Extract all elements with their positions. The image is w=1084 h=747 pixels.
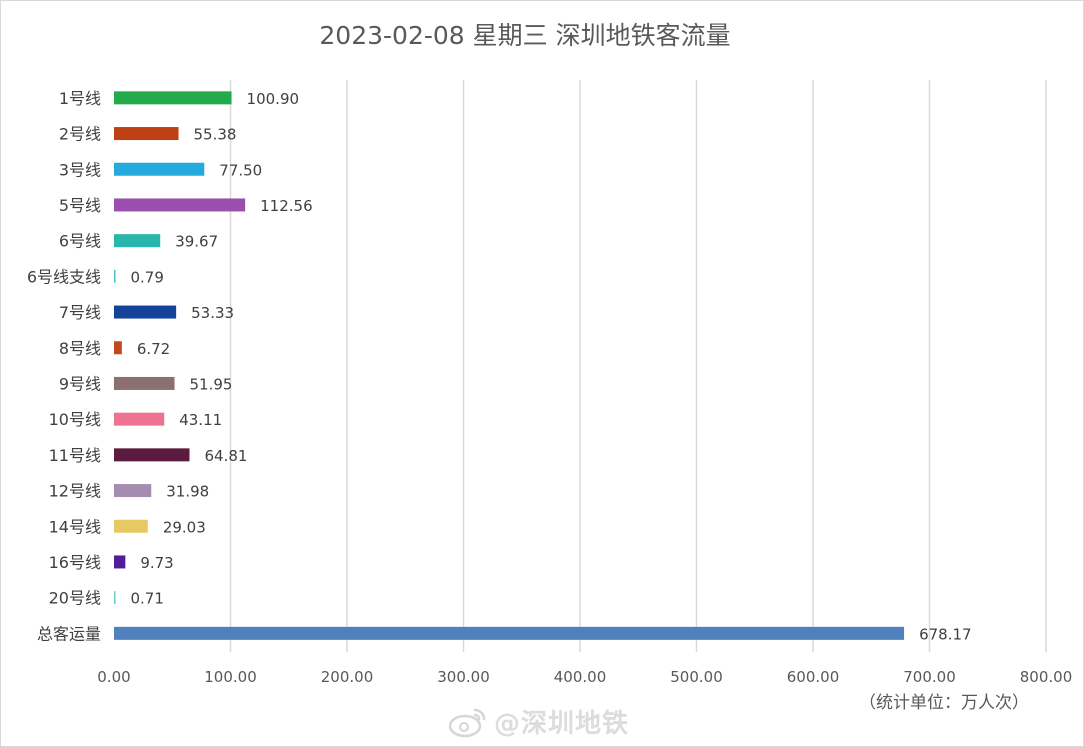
category-label: 14号线 [49,517,101,536]
value-label: 100.90 [247,90,300,108]
bar [114,305,177,319]
chart-title: 2023-02-08 星期三 深圳地铁客流量 [319,21,730,50]
bar [114,555,126,569]
value-labels: 100.90 55.38 77.50 112.56 39.67 0.79 53.33 6.72… [131,90,972,643]
value-label: 51.95 [190,375,233,393]
x-tick-labels: 0.00 100.00 200.00 300.00 400.00 500.00 600.00… [97,668,1072,686]
category-label: 8号线 [59,339,101,358]
category-label: 10号线 [49,410,101,429]
value-label: 53.33 [191,304,234,322]
category-label: 6号线 [59,232,101,251]
value-label: 31.98 [166,483,209,501]
weibo-logo-icon [448,708,486,737]
bar [114,448,190,462]
category-label: 20号线 [49,589,101,608]
bar [114,591,116,605]
x-tick-label: 300.00 [437,668,490,686]
value-label: 29.03 [163,518,206,536]
category-labels: 1号线 2号线 3号线 5号线 6号线 6号线支线 7号线 8号线 9号线 10号线 11号线 12号… [27,89,101,643]
bar [114,519,148,533]
bar [114,341,122,355]
x-tick-label: 100.00 [204,668,257,686]
category-label: 7号线 [59,303,101,322]
x-tick-label: 400.00 [554,668,607,686]
value-label: 39.67 [175,233,218,251]
category-label: 1号线 [59,89,101,108]
category-label: 3号线 [59,160,101,179]
bar [114,127,179,141]
value-label: 6.72 [137,340,170,358]
value-label: 64.81 [205,447,248,465]
bar [114,412,165,426]
x-tick-label: 600.00 [787,668,840,686]
bar [114,234,161,248]
category-label: 12号线 [49,482,101,501]
value-label: 55.38 [194,126,237,144]
category-label: 6号线支线 [27,267,101,286]
value-label: 77.50 [219,161,262,179]
value-label: 43.11 [179,411,222,429]
x-tick-label: 0.00 [97,668,130,686]
x-tick-label: 500.00 [670,668,723,686]
x-tick-label: 200.00 [321,668,374,686]
value-label: 112.56 [260,197,313,215]
bar [114,484,152,498]
watermark-text: @深圳地铁 [494,709,630,739]
value-label: 678.17 [919,625,972,643]
value-label: 9.73 [140,554,173,572]
category-label: 11号线 [49,446,101,465]
value-label: 0.79 [131,268,164,286]
category-label: 总客运量 [37,624,101,643]
category-label: 9号线 [59,374,101,393]
bar [114,162,205,176]
weibo-watermark: @深圳地铁 [448,703,629,740]
bars [114,91,905,640]
x-tick-label: 700.00 [903,668,956,686]
bar [114,91,232,105]
bar [114,269,116,283]
unit-note: （统计单位：万人次） [859,693,1029,713]
category-label: 2号线 [59,125,101,144]
category-label: 16号线 [49,553,101,572]
value-label: 0.71 [131,590,164,608]
gridlines [229,80,1047,652]
category-label: 5号线 [59,196,101,215]
x-tick-label: 800.00 [1020,668,1073,686]
bar [114,198,246,212]
bar [114,376,175,390]
bar [114,626,905,640]
